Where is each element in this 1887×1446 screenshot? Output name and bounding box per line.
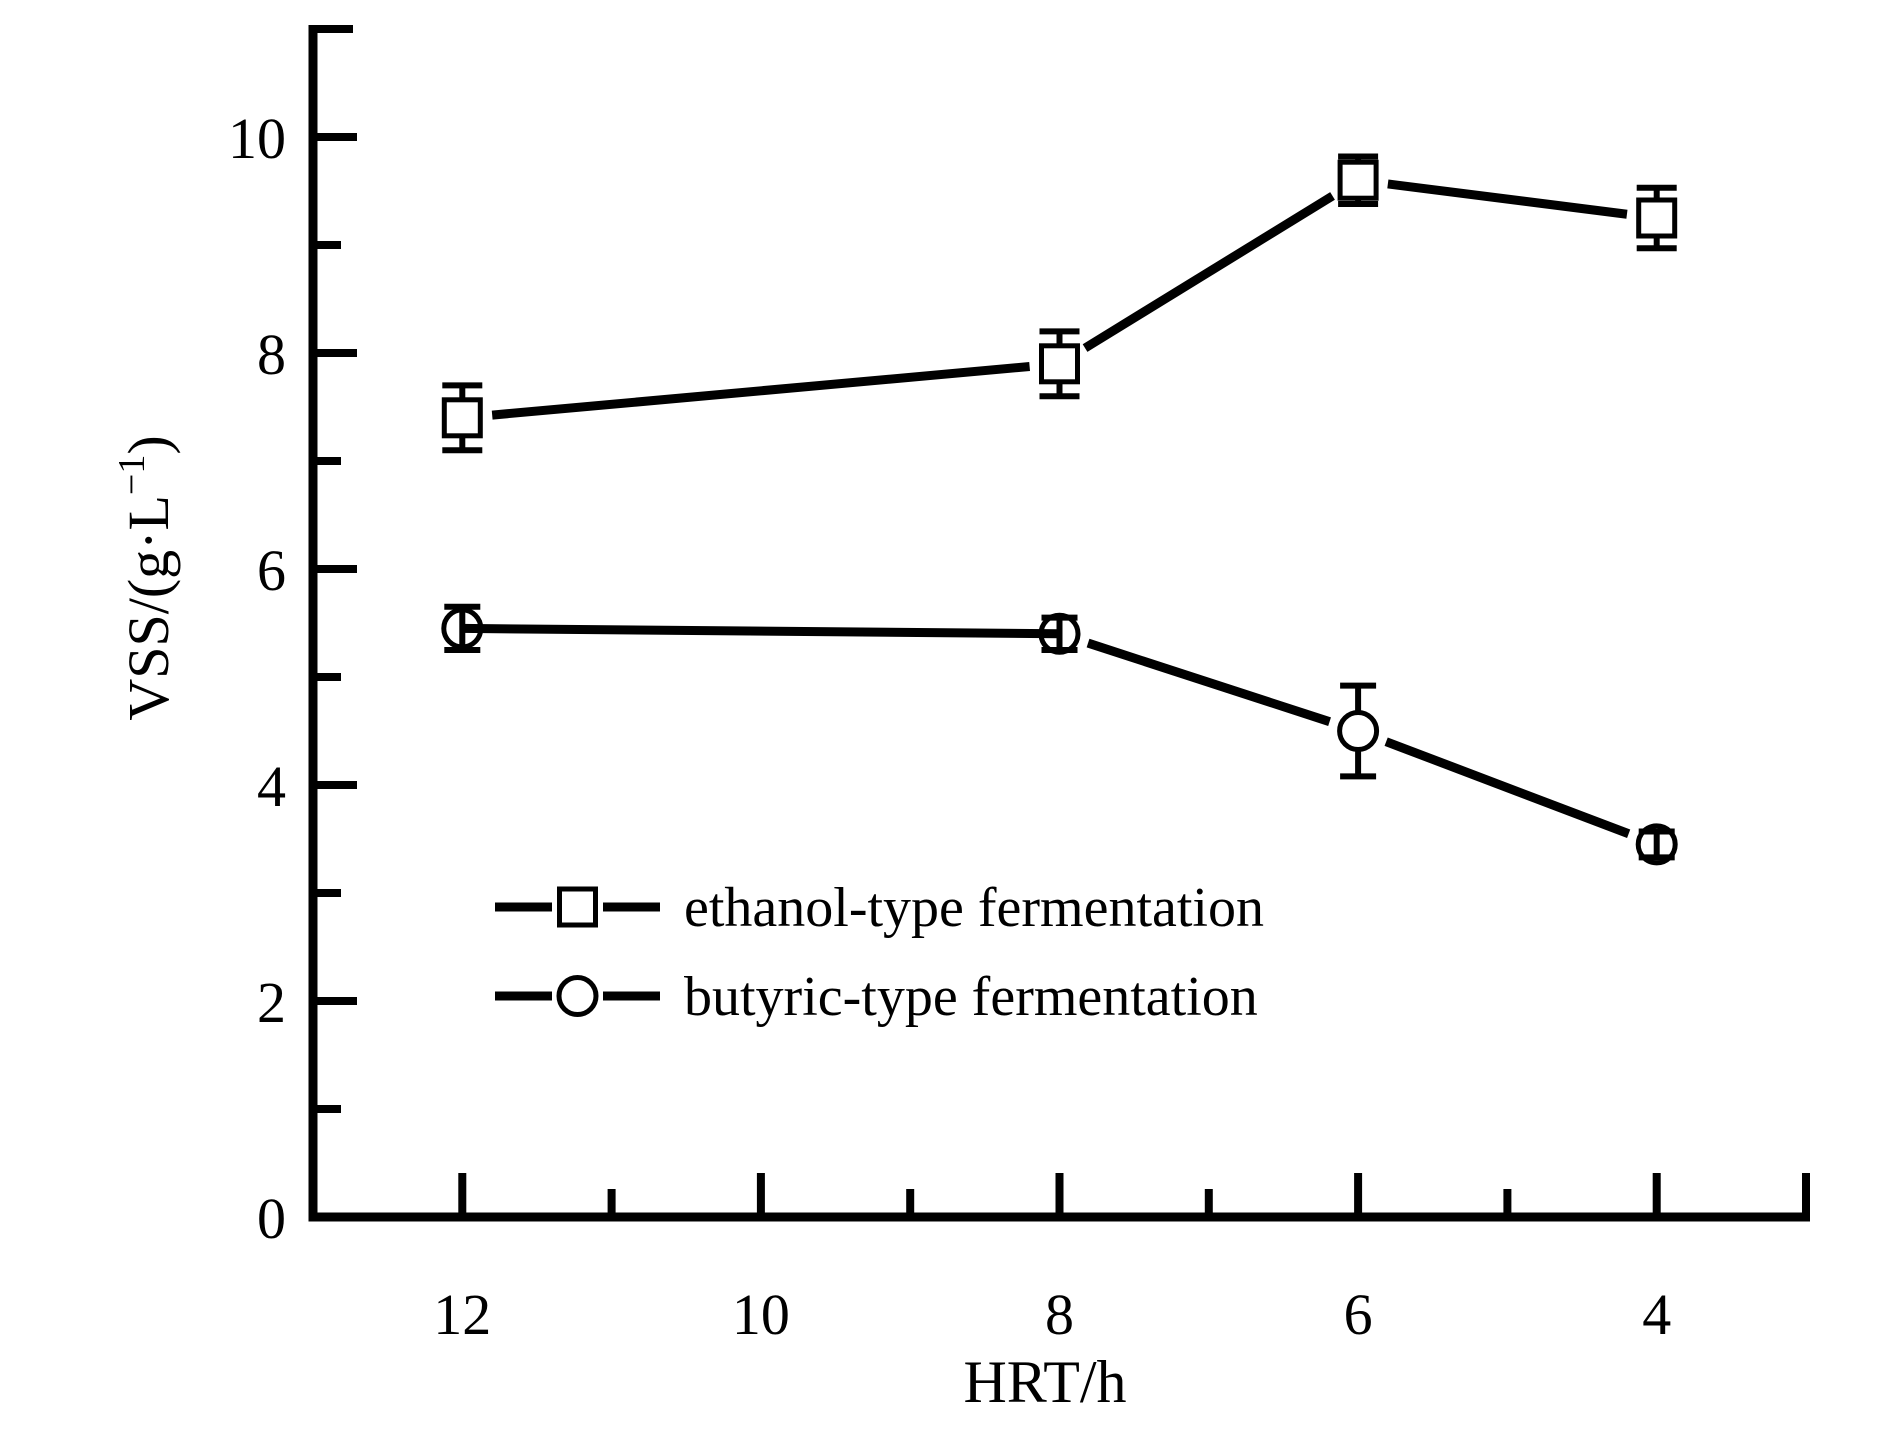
y-tick-label: 2 [257,970,286,1035]
circle-marker [1337,710,1380,752]
series-line-segment [1086,638,1331,726]
legend-entry: ethanol-type fermentation [495,877,1264,939]
series-circle [441,603,1678,866]
error-bar [442,382,483,454]
square-marker [441,397,483,439]
x-tick-label: 12 [433,1282,491,1347]
x-tick-label: 4 [1642,1282,1671,1347]
x-tick-label: 8 [1045,1282,1074,1347]
series-square [441,153,1678,454]
legend-circle-marker [556,975,599,1017]
y-axis-title: VSS/(g·L−1) [111,435,181,720]
x-axis-title: HRT/h [963,1349,1126,1415]
square-marker [1039,343,1080,385]
error-bar [444,603,481,653]
series-line-segment [1387,179,1628,219]
legend-label: butyric-type fermentation [684,966,1258,1028]
series-line-segment [491,362,1031,420]
circle-marker [1635,823,1678,866]
legend-label: ethanol-type fermentation [684,877,1264,939]
legend-square-marker [557,886,598,928]
series-line-segment [1082,192,1335,352]
legend-entry: butyric-type fermentation [495,966,1258,1028]
series-line-segment [1384,737,1631,838]
axes: 0 2 4 6 8 10 12 10 8 6 4 [228,25,1810,1347]
circle-marker [441,607,484,650]
legend: ethanol-type fermentation butyric-type fe… [495,877,1264,1028]
y-tick-label: 8 [257,322,286,387]
y-tick-label: 0 [257,1186,286,1251]
circle-marker [1038,612,1081,655]
y-tick-label: 6 [257,538,286,603]
square-marker [1636,197,1678,239]
y-tick-label: 4 [257,754,286,819]
square-marker [1337,159,1379,201]
series-line-segment [462,623,1060,639]
y-tick-label: 10 [228,106,286,171]
x-tick-label: 10 [732,1282,790,1347]
x-tick-label: 6 [1344,1282,1373,1347]
